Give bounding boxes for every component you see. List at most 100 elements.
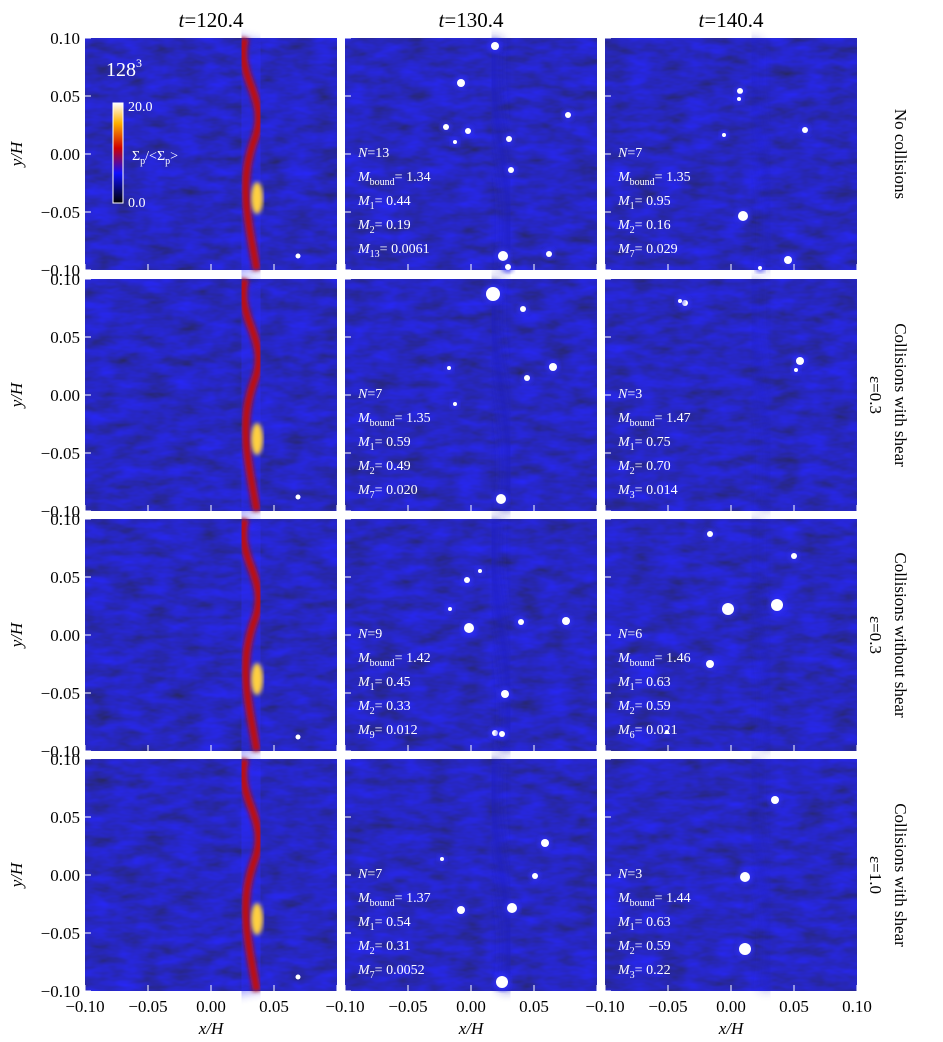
- text-part: 2: [630, 946, 635, 957]
- clump: [496, 976, 508, 988]
- panel-annotation: Mbound= 1.37: [357, 891, 431, 909]
- y-tick-label: 0.05: [50, 568, 80, 587]
- text-part: 1: [630, 201, 635, 212]
- text-part: M: [617, 435, 631, 450]
- panel-annotation: M13= 0.0061: [357, 242, 430, 260]
- y-axis-label: y/H: [7, 140, 26, 168]
- filament-core: [251, 423, 263, 455]
- text-part: M: [357, 194, 371, 209]
- text-part: N: [617, 387, 628, 402]
- panel-annotation: M1= 0.75: [617, 435, 671, 453]
- clump: [464, 623, 474, 633]
- text-part: = 0.49: [375, 459, 411, 474]
- clump: [707, 531, 713, 537]
- text-part: 2: [370, 466, 375, 477]
- text-part: p: [140, 156, 145, 167]
- text-part: 2: [370, 706, 375, 717]
- colorbar: [112, 102, 124, 204]
- text-part: = 0.020: [375, 483, 418, 498]
- text-part: 1: [370, 682, 375, 693]
- clump: [505, 264, 511, 270]
- text-part: = 0.75: [635, 435, 671, 450]
- x-axis-label: x/H: [458, 1019, 485, 1038]
- text-part: M: [357, 435, 371, 450]
- colorbar-min-label: 0.0: [128, 196, 146, 211]
- panel-annotation: M6= 0.021: [617, 723, 678, 741]
- y-tick-label: 0.00: [50, 145, 80, 164]
- text-part: 1: [630, 922, 635, 933]
- x-tick-label: 0.05: [519, 997, 549, 1016]
- y-tick-label: −0.05: [41, 924, 80, 943]
- panel: [84, 31, 338, 276]
- text-part: M: [617, 939, 631, 954]
- text-part: M: [357, 170, 371, 185]
- panel-annotation: N=3: [617, 867, 642, 882]
- panel-texture: [85, 519, 337, 751]
- y-tick-label: −0.10: [41, 261, 80, 280]
- text-part: = 1.42: [395, 651, 431, 666]
- clump: [524, 375, 530, 381]
- x-tick-label: −0.10: [325, 997, 364, 1016]
- text-part: = 1.34: [395, 170, 431, 185]
- filament: [239, 758, 263, 992]
- panel: [84, 272, 338, 517]
- panel-annotation: M2= 0.31: [357, 939, 411, 957]
- text-part: =13: [367, 146, 389, 161]
- panel-annotation: Mbound= 1.35: [617, 170, 691, 188]
- text-part: = 0.021: [635, 723, 678, 738]
- y-tick-label: 0.00: [50, 626, 80, 645]
- text-part: 7: [370, 970, 375, 981]
- text-part: M: [357, 963, 371, 978]
- y-tick-label: 0.10: [50, 29, 80, 48]
- row-label: No collisions: [891, 109, 910, 199]
- x-tick-label: −0.10: [65, 997, 104, 1016]
- clump: [665, 730, 669, 734]
- clump: [465, 128, 471, 134]
- clump: [496, 494, 506, 504]
- panel-annotation: N=13: [357, 146, 389, 161]
- row-label: ε=0.3: [866, 376, 885, 414]
- clump: [508, 167, 514, 173]
- clump: [295, 974, 301, 980]
- text-part: =9: [367, 627, 382, 642]
- x-tick-label: 0.10: [842, 997, 872, 1016]
- filament: [239, 278, 263, 512]
- clump: [541, 839, 549, 847]
- filament-remnant: [746, 758, 776, 993]
- panel-annotation: N=7: [357, 387, 382, 402]
- text-part: M: [617, 651, 631, 666]
- panel-annotation: Mbound= 1.44: [617, 891, 691, 909]
- panel-texture: [605, 759, 857, 991]
- panel-annotation: M1= 0.63: [617, 915, 671, 933]
- panel-annotation: Mbound= 1.42: [357, 651, 431, 669]
- clump: [499, 731, 505, 737]
- text-part: = 1.46: [655, 651, 691, 666]
- panel-annotation: M2= 0.59: [617, 699, 671, 717]
- text-part: 1: [630, 442, 635, 453]
- text-part: = 0.19: [375, 218, 411, 233]
- text-part: bound: [630, 658, 655, 669]
- y-tick-label: 0.05: [50, 808, 80, 827]
- y-axis-label: y/H: [7, 861, 26, 889]
- clump: [791, 553, 797, 559]
- text-part: =140.4: [704, 8, 764, 32]
- text-part: 6: [630, 730, 635, 741]
- text-part: 3: [630, 970, 635, 981]
- text-part: 7: [630, 249, 635, 260]
- text-part: M: [617, 483, 631, 498]
- panel-annotation: M2= 0.49: [357, 459, 411, 477]
- panel-annotation: Mbound= 1.46: [617, 651, 691, 669]
- text-part: M: [617, 723, 631, 738]
- clump: [706, 660, 714, 668]
- text-part: 1: [630, 682, 635, 693]
- clump: [532, 873, 538, 879]
- text-part: M: [357, 242, 371, 257]
- clump: [447, 366, 451, 370]
- panel-texture: [345, 38, 597, 270]
- clump: [457, 79, 465, 87]
- clump: [784, 256, 792, 264]
- text-part: bound: [370, 898, 395, 909]
- text-part: M: [357, 218, 371, 233]
